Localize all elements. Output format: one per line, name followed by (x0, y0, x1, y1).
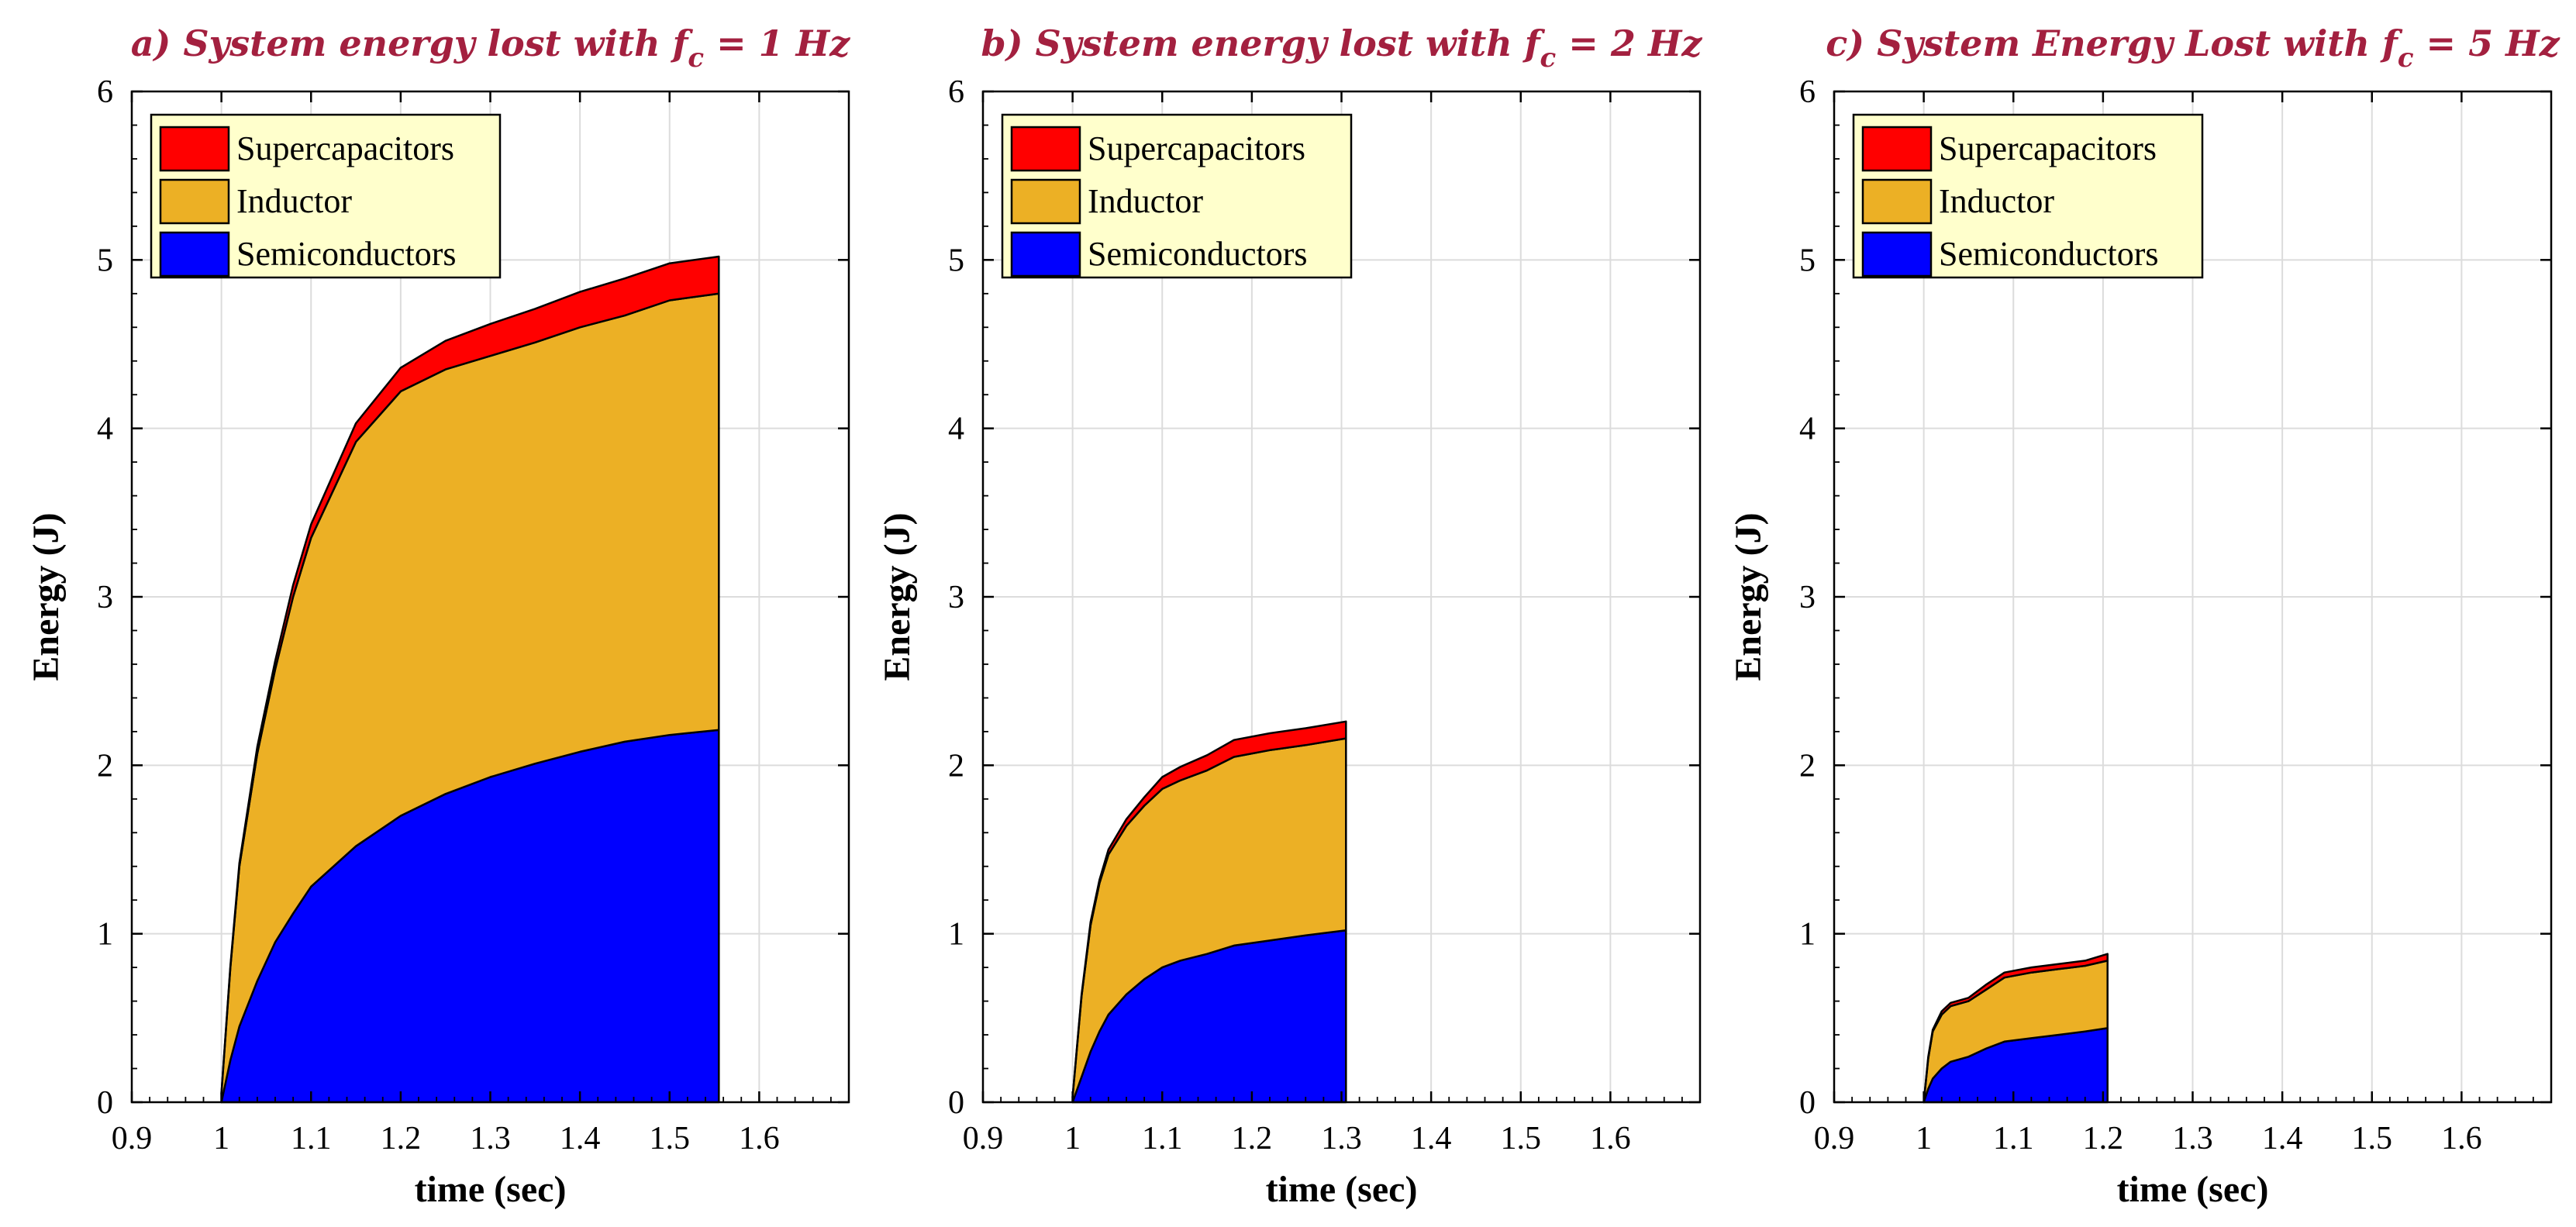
chart-title: c) System Energy Lost with fc = 5 Hz (1826, 22, 2560, 74)
area-supercapacitors (1071, 720, 1347, 1098)
y-tick-label: 3 (97, 580, 113, 615)
y-axis-label: Energy (J) (1728, 512, 1769, 681)
chart-panel-3: 0.9 1 1.1 1.2 1.3 1.4 1.5 1.6 0 1 2 3 4 5 6 time (sec) E… (1728, 22, 2560, 1210)
legend-label-supercapacitors: Supercapacitors (1088, 129, 1305, 167)
area-supercapacitors (1923, 953, 2109, 1104)
x-tick-label: 1.6 (2441, 1121, 2482, 1156)
x-tick-label: 1.3 (470, 1121, 511, 1156)
y-tick-label: 6 (948, 74, 964, 110)
x-tick-label: 1.6 (1590, 1121, 1631, 1156)
x-tick-label: 0.9 (963, 1121, 1004, 1156)
legend-label-inductor: Inductor (1088, 182, 1203, 220)
x-axis-label: time (sec) (1266, 1169, 1418, 1210)
x-tick-label: 1.1 (1993, 1121, 2034, 1156)
x-tick-label: 1.4 (2262, 1121, 2303, 1156)
x-axis-label: time (sec) (2117, 1169, 2269, 1210)
legend-swatch-semiconductors (1861, 231, 1933, 277)
legend-swatch-inductor (1861, 178, 1933, 225)
y-tick-label: 6 (97, 74, 113, 110)
y-tick-label: 3 (948, 580, 964, 615)
y-tick-label: 5 (1799, 243, 1816, 278)
y-tick-label: 1 (948, 917, 964, 953)
legend-swatch-supercapacitors (159, 126, 230, 172)
y-tick-label: 0 (1799, 1085, 1816, 1121)
x-axis-label: time (sec) (415, 1169, 567, 1210)
x-tick-label: 1.5 (1501, 1121, 1542, 1156)
x-tick-label: 1.4 (1411, 1121, 1452, 1156)
x-tick-label: 1.2 (2083, 1121, 2124, 1156)
y-tick-label: 1 (97, 917, 113, 953)
legend-label-supercapacitors: Supercapacitors (236, 129, 454, 167)
x-tick-label: 1.3 (2172, 1121, 2213, 1156)
legend-label-semiconductors: Semiconductors (1939, 235, 2159, 273)
y-tick-label: 0 (948, 1085, 964, 1121)
area-supercapacitors (220, 255, 720, 1095)
legend-label-semiconductors: Semiconductors (236, 235, 457, 273)
y-tick-label: 2 (97, 748, 113, 784)
legend-label-semiconductors: Semiconductors (1088, 235, 1308, 273)
y-axis-label: Energy (J) (26, 512, 67, 681)
x-tick-label: 1.5 (2352, 1121, 2393, 1156)
y-axis-label: Energy (J) (877, 512, 918, 681)
chart-panel-1: 0.9 1 1.1 1.2 1.3 1.4 1.5 1.6 0 1 2 3 4 5 6 time (sec) E… (26, 22, 850, 1210)
legend-swatch-semiconductors (1010, 231, 1081, 277)
y-tick-label: 4 (97, 412, 113, 447)
legend-label-supercapacitors: Supercapacitors (1939, 129, 2157, 167)
x-tick-label: 1.1 (291, 1121, 332, 1156)
x-tick-label: 1 (1916, 1121, 1932, 1156)
x-tick-label: 0.9 (112, 1121, 153, 1156)
y-tick-label: 1 (1799, 917, 1816, 953)
chart-title: b) System energy lost with fc = 2 Hz (981, 22, 1703, 74)
y-tick-label: 6 (1799, 74, 1816, 110)
chart-title: a) System energy lost with fc = 1 Hz (131, 22, 850, 74)
y-tick-label: 2 (1799, 748, 1816, 784)
y-tick-label: 4 (948, 412, 964, 447)
legend-swatch-supercapacitors (1861, 126, 1933, 172)
legend-swatch-semiconductors (159, 231, 230, 277)
x-tick-label: 1.5 (650, 1121, 691, 1156)
x-tick-label: 1.2 (1232, 1121, 1273, 1156)
y-tick-label: 5 (97, 243, 113, 278)
chart-panel-2: 0.9 1 1.1 1.2 1.3 1.4 1.5 1.6 0 1 2 3 4 5 6 time (sec) E… (877, 22, 1702, 1210)
x-tick-label: 0.9 (1814, 1121, 1855, 1156)
x-tick-label: 1.2 (381, 1121, 422, 1156)
y-tick-label: 5 (948, 243, 964, 278)
y-tick-label: 2 (948, 748, 964, 784)
y-tick-label: 0 (97, 1085, 113, 1121)
legend-label-inductor: Inductor (236, 182, 352, 220)
y-tick-label: 3 (1799, 580, 1816, 615)
legend-swatch-inductor (1010, 178, 1081, 225)
x-tick-label: 1.4 (560, 1121, 601, 1156)
legend-label-inductor: Inductor (1939, 182, 2054, 220)
y-tick-label: 4 (1799, 412, 1816, 447)
legend-swatch-supercapacitors (1010, 126, 1081, 172)
legend-swatch-inductor (159, 178, 230, 225)
x-tick-label: 1 (1064, 1121, 1081, 1156)
x-tick-label: 1.3 (1321, 1121, 1362, 1156)
x-tick-label: 1.6 (739, 1121, 780, 1156)
x-tick-label: 1.1 (1142, 1121, 1183, 1156)
x-tick-label: 1 (213, 1121, 229, 1156)
